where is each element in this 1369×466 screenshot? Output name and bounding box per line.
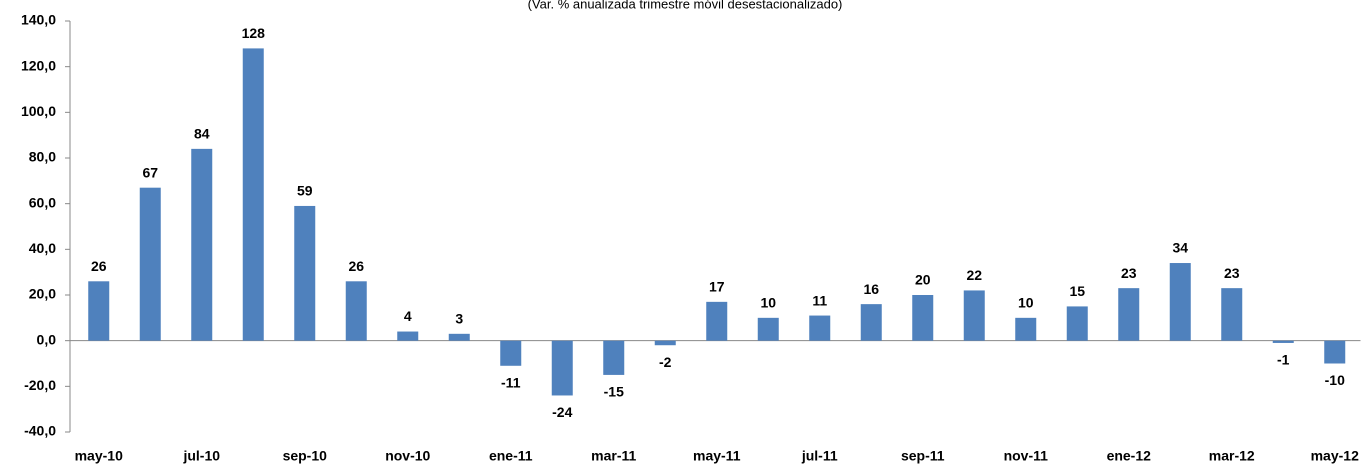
bar: [603, 340, 625, 375]
data-label: 20: [915, 272, 931, 288]
y-tick-label: 40,0: [29, 240, 56, 256]
data-label: 16: [863, 281, 879, 297]
bar: [809, 315, 831, 341]
x-tick-label: nov-11: [1004, 448, 1049, 464]
bar: [1324, 340, 1346, 364]
data-label: -15: [604, 384, 624, 400]
data-label: -10: [1325, 372, 1345, 388]
x-tick-label: nov-10: [385, 448, 430, 464]
y-tick-label: 60,0: [29, 194, 56, 210]
x-tick-label: may-11: [693, 448, 741, 464]
bar: [912, 295, 934, 341]
bar: [757, 317, 779, 341]
x-tick-label: jul-11: [801, 448, 838, 464]
bar: [500, 340, 522, 366]
bar: [1272, 340, 1294, 343]
data-label: 4: [404, 308, 412, 324]
bar: [1169, 263, 1191, 341]
x-tick-label: sep-11: [901, 448, 945, 464]
bar: [242, 48, 264, 341]
data-label: 34: [1172, 240, 1188, 256]
data-label: 15: [1069, 283, 1085, 299]
data-label: 23: [1224, 265, 1240, 281]
x-tick-label: mar-11: [591, 448, 636, 464]
data-label: 3: [455, 311, 463, 327]
bar: [397, 331, 419, 341]
data-label: -11: [501, 374, 521, 390]
data-label: 26: [348, 258, 364, 274]
x-tick-label: mar-12: [1209, 448, 1255, 464]
data-label: 59: [297, 183, 313, 199]
bar: [963, 290, 985, 341]
data-label: -24: [552, 404, 572, 420]
bar: [88, 281, 110, 341]
y-tick-label: 100,0: [21, 103, 56, 119]
x-tick-label: may-10: [75, 448, 123, 464]
bar: [1118, 288, 1140, 341]
data-label: 128: [242, 25, 266, 41]
y-tick-label: 140,0: [21, 12, 56, 28]
data-label: 11: [812, 292, 827, 308]
bar: [448, 333, 470, 341]
data-label: 23: [1121, 265, 1137, 281]
y-tick-label: -40,0: [24, 423, 56, 439]
bar: [139, 187, 161, 341]
x-tick-label: jul-10: [182, 448, 220, 464]
x-tick-label: may-12: [1311, 448, 1359, 464]
bar: [1015, 317, 1037, 341]
data-label: 10: [1018, 295, 1034, 311]
data-label: -1: [1277, 352, 1290, 368]
bar: [191, 148, 213, 341]
y-tick-label: 20,0: [29, 286, 56, 302]
bar: [345, 281, 367, 341]
x-tick-label: ene-12: [1107, 448, 1152, 464]
bar: [706, 301, 728, 341]
x-tick-label: sep-10: [283, 448, 328, 464]
data-label: 17: [709, 279, 725, 295]
data-label: -2: [659, 354, 672, 370]
data-label: 10: [760, 295, 776, 311]
bar: [860, 304, 882, 341]
y-tick-label: -20,0: [24, 377, 56, 393]
y-tick-label: 0,0: [37, 331, 57, 347]
data-label: 84: [194, 126, 210, 142]
data-label: 67: [142, 164, 158, 180]
bar: [1221, 288, 1243, 341]
bar: [294, 205, 316, 341]
y-tick-label: 120,0: [21, 57, 56, 73]
bar: [654, 340, 676, 346]
data-label: 26: [91, 258, 107, 274]
bar: [551, 340, 573, 396]
x-tick-label: ene-11: [489, 448, 533, 464]
chart-subtitle: (Var. % anualizada trimestre móvil deses…: [528, 0, 843, 11]
bar: [1066, 306, 1088, 341]
data-label: 22: [966, 267, 982, 283]
y-tick-label: 80,0: [29, 149, 56, 165]
